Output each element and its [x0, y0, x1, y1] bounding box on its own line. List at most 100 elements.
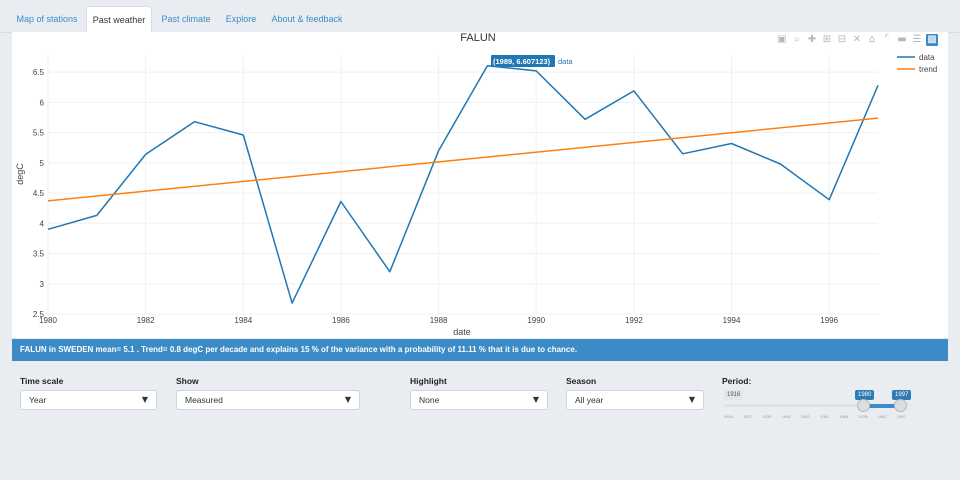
- data-point-data[interactable]: [47, 228, 49, 230]
- x-tick-label: 1980: [39, 316, 57, 325]
- y-tick-label: 5.5: [33, 129, 45, 138]
- data-point-data[interactable]: [584, 118, 586, 120]
- season-label: Season: [566, 376, 597, 386]
- data-point-data[interactable]: [486, 64, 488, 66]
- tab-bar: Map of stations Past weather Past climat…: [0, 0, 960, 33]
- tab-explore[interactable]: Explore: [225, 14, 257, 24]
- data-point-data[interactable]: [682, 153, 684, 155]
- time-scale-label: Time scale: [20, 376, 64, 386]
- highlight-value: None: [419, 395, 440, 405]
- x-tick-label: 1996: [820, 316, 838, 325]
- summary-bar: FALUN in SWEDEN mean= 5.1 . Trend= 0.8 d…: [12, 339, 948, 361]
- period-tick: 1933: [762, 414, 772, 419]
- x-tick-label: 1986: [332, 316, 350, 325]
- data-point-trend[interactable]: [47, 200, 49, 202]
- data-point-data[interactable]: [340, 200, 342, 202]
- time-scale-select[interactable]: Year ▼: [20, 390, 157, 410]
- chevron-down-icon: ▼: [344, 395, 351, 404]
- data-point-data[interactable]: [193, 121, 195, 123]
- autoscale-icon[interactable]: ✕: [852, 34, 862, 45]
- period-slider-track[interactable]: [724, 404, 906, 407]
- period-tick: 1987: [877, 414, 887, 419]
- y-tick-label: 3.5: [33, 250, 45, 259]
- y-axis: 2.5 3 3.5 4 4.5 5 5.5 6 6.5: [33, 68, 45, 319]
- y-tick-label: 5: [40, 159, 45, 168]
- chevron-down-icon: ▼: [141, 395, 148, 404]
- plotly-logo-icon[interactable]: ▩: [926, 34, 938, 46]
- zoom-in-icon[interactable]: ⊞: [822, 34, 832, 45]
- tab-map-of-stations[interactable]: Map of stations: [16, 14, 78, 24]
- time-scale-value: Year: [29, 395, 47, 405]
- camera-icon[interactable]: ▣: [777, 34, 787, 45]
- series-line-trend[interactable]: [47, 117, 879, 202]
- data-point-data[interactable]: [828, 199, 830, 201]
- zoom-out-icon[interactable]: ⊟: [837, 34, 847, 45]
- home-icon[interactable]: ⌂: [868, 34, 876, 45]
- hover-label-text: (1989, 6.607123): [493, 57, 551, 66]
- highlight-label: Highlight: [410, 376, 447, 386]
- data-point-data[interactable]: [96, 214, 98, 216]
- data-point-data[interactable]: [291, 302, 293, 304]
- line-chart: FALUN 1980 1982 1984 1986 1988 1990 1992 1994 19…: [15, 32, 937, 337]
- x-tick-label: 1994: [723, 316, 741, 325]
- series-line-data[interactable]: [47, 64, 879, 304]
- hover-compare-icon[interactable]: ☰: [912, 34, 922, 45]
- data-point-data[interactable]: [437, 150, 439, 152]
- data-point-data[interactable]: [877, 84, 879, 86]
- x-tick-label: 1992: [625, 316, 643, 325]
- legend[interactable]: data trend: [897, 53, 937, 74]
- plot-panel: ▣ ⌕ ✚ ⊞ ⊟ ✕ ⌂ ⌜ ▬ ☰ ▩ FALUN 1980 1982 1984…: [12, 32, 948, 338]
- data-point-data[interactable]: [633, 90, 635, 92]
- y-tick-label: 6: [40, 98, 45, 107]
- series-lines: [47, 64, 879, 304]
- y-tick-label: 2.5: [33, 310, 45, 319]
- tab-past-weather[interactable]: Past weather: [86, 6, 152, 32]
- x-tick-label: 1984: [234, 316, 252, 325]
- y-tick-label: 4.5: [33, 189, 45, 198]
- season-select[interactable]: All year ▼: [566, 390, 704, 410]
- data-point-data[interactable]: [242, 134, 244, 136]
- period-tick: 1969: [839, 414, 849, 419]
- hover-closest-icon[interactable]: ▬: [897, 34, 907, 45]
- period-slider-range: [863, 404, 900, 408]
- period-tick: 1997: [896, 414, 906, 419]
- hover-tooltip: (1989, 6.607123) data: [491, 55, 573, 67]
- data-point-data[interactable]: [730, 142, 732, 144]
- data-point-data[interactable]: [144, 153, 146, 155]
- show-select[interactable]: Measured ▼: [176, 390, 360, 410]
- period-from-handle[interactable]: [857, 399, 870, 412]
- period-tick: 1916: [724, 414, 733, 419]
- legend-trend-label[interactable]: trend: [919, 65, 937, 74]
- x-axis: 1980 1982 1984 1986 1988 1990 1992 1994 1996: [39, 316, 839, 325]
- pan-icon[interactable]: ✚: [807, 34, 817, 45]
- data-point-data[interactable]: [389, 270, 391, 272]
- tab-about-feedback[interactable]: About & feedback: [271, 14, 343, 24]
- data-point-data[interactable]: [535, 70, 537, 72]
- period-tick: 1978: [858, 414, 868, 419]
- hover-label-box: [491, 55, 555, 67]
- season-value: All year: [575, 395, 604, 405]
- period-tick: 1961: [820, 414, 829, 419]
- chevron-down-icon: ▼: [532, 395, 539, 404]
- data-point-trend[interactable]: [877, 117, 879, 119]
- x-tick-label: 1982: [137, 316, 155, 325]
- period-tick: 1927: [743, 414, 753, 419]
- spike-lines-icon[interactable]: ⌜: [884, 34, 890, 45]
- y-tick-label: 6.5: [33, 68, 45, 77]
- highlight-select[interactable]: None ▼: [410, 390, 548, 410]
- zoom-icon[interactable]: ⌕: [794, 34, 800, 45]
- period-to-handle[interactable]: [894, 399, 907, 412]
- tab-past-climate[interactable]: Past climate: [161, 14, 211, 24]
- show-value: Measured: [185, 395, 223, 405]
- period-min-badge: 1916: [724, 390, 744, 400]
- chart-title: FALUN: [460, 32, 496, 44]
- grid-lines: [47, 54, 878, 315]
- period-label: Period:: [722, 376, 752, 386]
- period-tick: 1944: [781, 414, 791, 419]
- x-axis-label: date: [453, 327, 471, 337]
- period-tick: 1952: [800, 414, 810, 419]
- y-axis-label: degC: [15, 163, 25, 185]
- x-tick-label: 1988: [430, 316, 448, 325]
- data-point-data[interactable]: [779, 163, 781, 165]
- legend-data-label[interactable]: data: [919, 53, 935, 62]
